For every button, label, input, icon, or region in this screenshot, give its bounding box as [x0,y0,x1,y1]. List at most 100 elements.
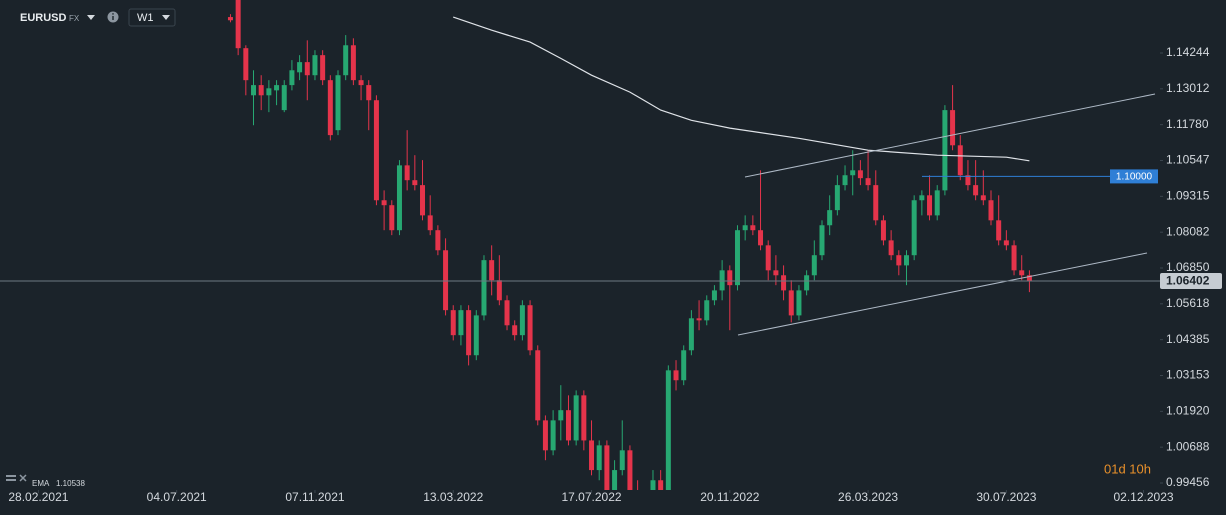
indicator-icon[interactable] [6,475,16,477]
candle-body [727,270,733,286]
candle-body [243,48,249,81]
candle-body [396,165,402,231]
y-tick-label: 1.06850 [1166,260,1210,274]
candle-body [688,318,694,351]
y-tick-label: 1.09315 [1166,188,1210,202]
candle-body [942,110,948,191]
y-tick-label: 1.13012 [1166,81,1210,95]
candle-body [880,220,886,241]
candle-body [704,300,710,321]
candle-body [627,450,633,490]
candle-body [489,260,495,281]
candle-body [834,185,840,211]
x-tick-label: 07.11.2021 [285,490,344,504]
candle-body [819,225,825,256]
candle-body [857,170,863,179]
candle-body [412,180,418,186]
candle-body [312,55,318,76]
dropdown-arrow[interactable] [162,15,170,20]
candle-body [504,300,510,326]
candle-body [973,185,979,196]
candle-body [443,250,449,311]
candle-body [581,395,587,441]
candle-body [888,240,894,256]
candle-body [711,290,717,301]
candle-body [957,145,963,176]
candle-body [496,280,502,301]
candle-body [673,370,679,381]
x-tick-label: 30.07.2023 [976,490,1036,504]
candle-body [420,185,426,216]
candle-body [765,245,771,271]
candle-body [896,255,902,266]
candle-body [519,305,525,336]
ema-line [453,16,1030,162]
trend-line[interactable] [737,252,1148,336]
candle-body [404,165,410,181]
candle-body [527,305,533,351]
candle-body [980,195,986,201]
candle-body [696,318,702,321]
candle-body [773,270,779,276]
candle-body [573,395,579,441]
candle-body [650,480,656,490]
last-price-label: 1.06402 [1166,274,1210,288]
candle-body [320,55,326,81]
candle-body [965,175,971,186]
candle-body [266,88,272,96]
y-tick-label: 1.08082 [1166,224,1210,238]
candle-body [988,200,994,221]
candle-body [811,255,817,276]
candle-body [335,75,341,131]
candle-body [535,350,541,421]
indicator-value: 1.10538 [56,479,85,488]
candle-body [450,310,456,336]
x-tick-label: 02.12.2023 [1114,490,1174,504]
candle-body [750,225,756,231]
timeframe[interactable]: W1 [137,12,154,24]
dropdown-arrow[interactable] [87,15,95,20]
alert-label-box [1110,169,1158,184]
candle-body [604,445,610,490]
x-tick-label: 13.03.2022 [423,490,483,504]
candle-body [827,210,833,226]
symbol[interactable]: EURUSD [20,12,67,24]
x-tick-label: 04.07.2021 [147,490,207,504]
candle-body [366,85,372,101]
x-tick-label: 17.07.2022 [561,490,621,504]
market: FX [69,14,80,23]
candle-body [289,70,295,86]
indicator-name: EMA [32,479,50,488]
candle-body [512,325,518,336]
candle-body [327,80,333,136]
candle-body [734,230,740,286]
candle-body [612,470,618,490]
candle-body [903,255,909,266]
candle-body [381,200,387,206]
candle-body [481,260,487,316]
indicator-icon[interactable] [6,479,16,481]
candle-body [658,480,664,490]
candle-body [297,62,303,73]
candle-body [596,445,602,471]
y-tick-label: 1.04385 [1166,332,1210,346]
candle-body [435,230,441,251]
candle-body [911,200,917,256]
timeframe-box[interactable] [128,8,176,27]
candle-body [996,220,1002,241]
candle-body [950,110,956,146]
candle-body [466,310,472,356]
candle-body [350,45,356,81]
y-tick-label: 1.00688 [1166,439,1210,453]
y-tick-label: 1.05618 [1166,296,1210,310]
y-tick-label: 1.10547 [1166,153,1210,167]
candle-body [719,270,725,291]
candle-body [865,178,871,186]
close-icon[interactable] [19,474,27,482]
candle-body [458,310,464,336]
candle-body [842,175,848,186]
x-tick-label: 28.02.2021 [8,490,68,504]
trend-line[interactable] [744,93,1156,178]
candle-body [1003,240,1009,246]
